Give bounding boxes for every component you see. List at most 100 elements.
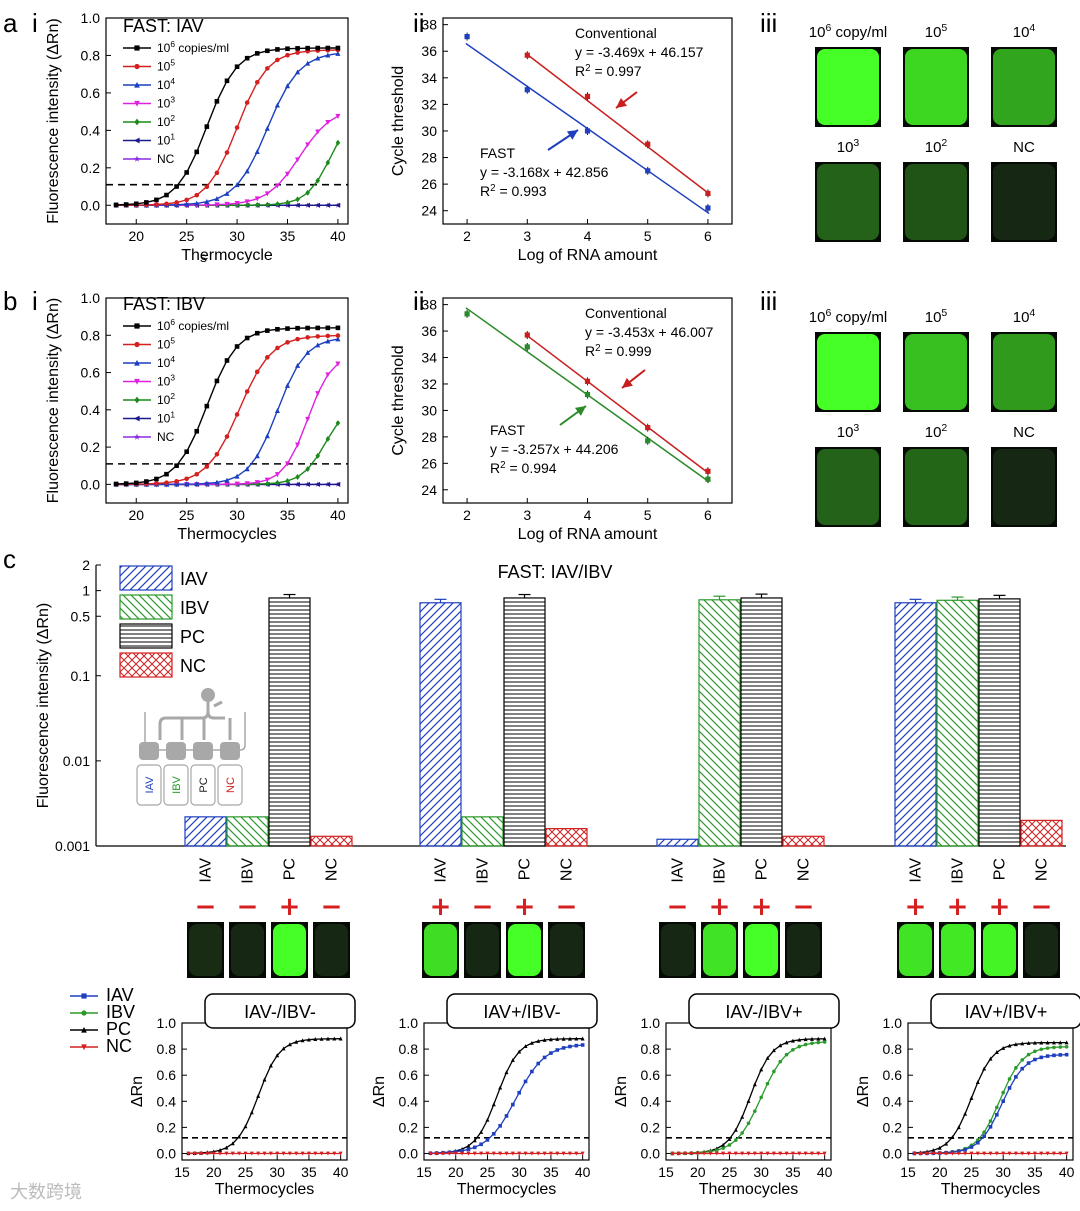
- data-point: [274, 102, 280, 108]
- data-point: [284, 171, 291, 177]
- x-tick-label: 20: [128, 507, 144, 523]
- x-tick-label: 40: [330, 507, 346, 523]
- result-gel: [743, 922, 780, 978]
- y-tick-label: 34: [421, 350, 437, 366]
- data-point: [816, 1036, 821, 1041]
- legend-swatch: [119, 594, 173, 620]
- result-gel: [981, 922, 1018, 978]
- gel-well: [941, 924, 974, 976]
- data-point: [243, 1124, 248, 1129]
- data-point: [123, 202, 129, 207]
- data-point: [536, 1038, 541, 1043]
- data-point: [746, 1151, 751, 1156]
- x-tick-label: 15: [900, 1164, 916, 1180]
- chip-chamber: [166, 742, 186, 760]
- data-point: [184, 170, 189, 175]
- data-point: [479, 1151, 484, 1156]
- data-point: [969, 1145, 974, 1149]
- data-point: [784, 1040, 789, 1045]
- panel-label-a: a: [3, 8, 18, 38]
- data-point: [133, 480, 139, 486]
- data-point: [194, 471, 200, 477]
- data-point: [256, 1093, 261, 1098]
- data-point: [765, 1151, 770, 1156]
- data-point: [265, 48, 270, 54]
- x-tick-label: 30: [753, 1164, 769, 1180]
- x-tick-label: 20: [128, 228, 144, 244]
- data-point: [164, 192, 169, 198]
- chip-chamber: [139, 742, 159, 760]
- data-point: [460, 1151, 465, 1156]
- gel-tile: [991, 47, 1057, 127]
- title-box: [204, 993, 356, 1029]
- data-point: [523, 1151, 528, 1156]
- data-point: [676, 1151, 681, 1156]
- panel-label-b: b: [3, 286, 17, 316]
- data-point: [262, 1077, 267, 1082]
- legend-marker: [134, 359, 140, 366]
- data-point: [224, 150, 230, 155]
- data-point: [492, 1132, 496, 1136]
- curve-IAV: [912, 1052, 1069, 1156]
- bar-IBV: [226, 816, 269, 847]
- x-tick-label: 30: [995, 1164, 1011, 1180]
- legend-label: IAV: [106, 985, 134, 1005]
- data-point: [524, 87, 530, 93]
- data-point: [300, 1151, 305, 1156]
- data-point: [164, 201, 169, 207]
- legend-label: IBV: [180, 598, 209, 618]
- data-point: [975, 1151, 980, 1156]
- x-tick-label: 25: [179, 228, 195, 244]
- y-tick-label: 0.6: [641, 1067, 661, 1083]
- data-point: [1045, 1040, 1050, 1045]
- data-point: [325, 435, 331, 442]
- series-line: [116, 334, 338, 485]
- data-point: [536, 1151, 541, 1156]
- y-tick-label: 0.4: [641, 1093, 661, 1109]
- chip-schematic: IAV IBV PC NC: [136, 688, 246, 806]
- data-point: [325, 338, 331, 344]
- gel-well: [550, 924, 583, 976]
- data-point: [931, 1148, 936, 1153]
- data-point: [464, 34, 470, 40]
- data-point: [485, 1151, 490, 1156]
- data-point: [645, 425, 651, 431]
- data-point: [133, 201, 139, 207]
- data-point: [275, 1151, 280, 1156]
- data-point: [192, 1151, 197, 1156]
- result-sign: +: [905, 892, 927, 922]
- data-point: [1045, 1054, 1050, 1058]
- y-axis-label: Fluorescence intensity (ΔRn): [45, 18, 62, 223]
- x-axis-label: Thermocycle: [181, 247, 273, 264]
- y-tick-label: 0.4: [399, 1093, 419, 1109]
- data-point: [956, 1149, 961, 1154]
- legend-marker: [134, 63, 140, 70]
- data-point: [204, 480, 210, 486]
- data-point: [332, 1036, 337, 1041]
- gel-label: 106 copy/ml: [809, 307, 887, 326]
- data-point: [264, 477, 270, 483]
- data-point: [287, 1151, 292, 1156]
- gel-well: [466, 924, 499, 976]
- series-Conventional: [524, 331, 711, 476]
- legend-label: 105: [157, 336, 175, 352]
- bar-PC: [503, 597, 546, 847]
- data-point: [1001, 1099, 1005, 1103]
- data-point: [234, 182, 240, 188]
- curve-NC: [186, 1151, 343, 1156]
- data-point: [822, 1040, 827, 1044]
- series-line: [116, 422, 339, 486]
- data-point: [548, 1151, 553, 1156]
- category-label: IBV: [950, 858, 967, 884]
- data-point: [645, 438, 651, 444]
- data-point: [460, 1149, 464, 1153]
- data-point: [447, 1151, 452, 1156]
- data-point: [285, 340, 290, 345]
- y-axis-label: ΔRn: [855, 1076, 872, 1107]
- data-point: [265, 201, 270, 208]
- r-squared: R2 = 0.997: [575, 63, 642, 80]
- data-point: [234, 125, 240, 130]
- data-point: [1039, 1151, 1044, 1156]
